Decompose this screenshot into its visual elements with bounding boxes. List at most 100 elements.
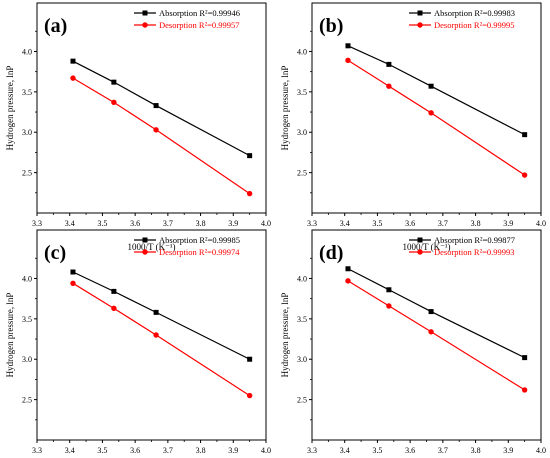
legend-marker <box>142 22 148 28</box>
data-point-absorption <box>247 153 253 159</box>
x-tick-label: 3.7 <box>163 219 173 228</box>
y-tick-label: 3.5 <box>22 315 32 324</box>
series-line-absorption <box>72 271 250 360</box>
data-point-absorption <box>428 83 434 89</box>
x-tick-label: 3.5 <box>97 219 107 228</box>
series-line-absorption <box>72 60 250 157</box>
legend-label: Absorption R²=0.99985 <box>159 235 240 245</box>
legend-marker <box>142 237 148 243</box>
legend-marker <box>417 10 423 16</box>
y-tick-label: 2.5 <box>297 169 307 178</box>
plot-frame <box>311 229 542 441</box>
legend-marker <box>417 22 423 28</box>
data-point-desorption <box>428 329 434 335</box>
legend-marker <box>142 10 148 16</box>
x-tick-label: 3.9 <box>503 219 513 228</box>
data-point-desorption <box>111 99 117 106</box>
legend-marker <box>142 249 148 255</box>
panel-label: (c) <box>44 242 66 264</box>
y-tick-label: 3.5 <box>297 315 307 324</box>
x-tick-label: 3.9 <box>228 219 238 228</box>
data-point-absorption <box>153 309 159 315</box>
y-tick-label: 2.5 <box>22 169 32 178</box>
series-line-absorption <box>347 45 525 136</box>
chart-panel-3: 3.3 3.4 3.5 3.6 3.7 3.8 3.9 4.0 2.5 3.0 3.5 4.0 1000… <box>5 229 271 455</box>
x-tick-label: 3.7 <box>163 446 173 453</box>
y-tick-label: 2.5 <box>297 396 307 405</box>
data-point-desorption <box>70 280 76 287</box>
data-point-desorption <box>70 75 76 81</box>
y-tick-label: 4.0 <box>22 47 32 56</box>
x-axis-label: 1000/T (K⁻¹) <box>127 242 175 252</box>
data-point-desorption <box>521 387 528 393</box>
data-point-absorption <box>111 288 117 294</box>
data-point-desorption <box>386 83 392 89</box>
series-line-desorption <box>72 282 250 397</box>
x-tick-label: 4.0 <box>261 446 271 453</box>
x-tick-label: 3.3 <box>32 446 42 453</box>
data-point-absorption <box>522 355 528 361</box>
legend-label: Absorption R²=0.99983 <box>434 8 515 18</box>
x-tick-label: 3.8 <box>471 219 481 228</box>
y-tick-label: 3.0 <box>297 355 307 364</box>
data-point-desorption <box>246 190 253 197</box>
legend-label: Absorption R²=0.99877 <box>434 235 515 245</box>
x-tick-label: 3.3 <box>32 219 42 228</box>
y-tick-label: 3.5 <box>297 88 307 97</box>
x-tick-label: 3.6 <box>130 219 140 228</box>
data-point-absorption <box>247 356 253 362</box>
legend-label: Desorption R²=0.99957 <box>159 20 240 30</box>
y-tick-label: 3.5 <box>22 88 32 97</box>
data-point-desorption <box>246 392 253 399</box>
x-tick-label: 3.7 <box>438 446 448 453</box>
legend-label: Desorption R²=0.99974 <box>159 247 240 257</box>
y-axis-label: Hydrogen pressure, lnP <box>280 293 290 378</box>
x-tick-label: 3.9 <box>503 446 513 453</box>
series-line-desorption <box>72 77 250 195</box>
x-tick-label: 4.0 <box>536 219 546 228</box>
data-point-desorption <box>345 278 351 284</box>
x-tick-label: 3.3 <box>307 446 317 453</box>
data-point-desorption <box>111 305 117 312</box>
chart-panel-4: 3.3 3.4 3.5 3.6 3.7 3.8 3.9 4.0 2.5 3.0 3.5 4.0 1000… <box>280 229 546 455</box>
x-tick-label: 3.9 <box>228 446 238 453</box>
data-point-absorption <box>386 287 392 293</box>
plot-frame <box>311 2 542 214</box>
y-tick-label: 3.0 <box>22 355 32 364</box>
series-line-absorption <box>347 268 525 359</box>
panel-label: (d) <box>319 242 343 264</box>
x-axis-label: 1000/T (K⁻¹) <box>402 242 450 252</box>
legend-label: Absorption R²=0.99946 <box>159 8 240 18</box>
y-axis-label: Hydrogen pressure, lnP <box>5 66 15 151</box>
data-point-absorption <box>111 79 117 85</box>
x-tick-label: 3.4 <box>340 446 350 453</box>
x-tick-label: 4.0 <box>261 219 271 228</box>
x-tick-label: 3.6 <box>130 446 140 453</box>
data-point-absorption <box>522 132 528 138</box>
y-tick-label: 4.0 <box>297 47 307 56</box>
data-point-absorption <box>70 269 76 275</box>
chart-panel-2: 3.3 3.4 3.5 3.6 3.7 3.8 3.9 4.0 2.5 3.0 3.5 4.0 1000… <box>280 2 546 252</box>
data-point-desorption <box>153 332 159 338</box>
legend-label: Desorption R²=0.99993 <box>434 247 515 257</box>
x-tick-label: 3.5 <box>372 446 382 453</box>
data-point-desorption <box>345 57 351 64</box>
y-tick-label: 2.5 <box>22 396 32 405</box>
data-point-absorption <box>153 103 159 109</box>
x-tick-label: 3.3 <box>307 219 317 228</box>
x-tick-label: 3.8 <box>471 446 481 453</box>
x-tick-label: 3.4 <box>340 219 350 228</box>
y-tick-label: 4.0 <box>22 274 32 283</box>
legend-marker <box>417 237 423 243</box>
panel-label: (a) <box>44 15 67 37</box>
data-point-absorption <box>428 309 434 315</box>
series-line-desorption <box>347 59 525 176</box>
data-point-desorption <box>386 303 392 309</box>
x-tick-label: 3.4 <box>65 446 75 453</box>
y-axis-label: Hydrogen pressure, lnP <box>280 66 290 151</box>
data-point-absorption <box>345 266 351 272</box>
x-tick-label: 4.0 <box>536 446 546 453</box>
x-tick-label: 3.6 <box>405 219 415 228</box>
data-point-absorption <box>345 43 351 49</box>
